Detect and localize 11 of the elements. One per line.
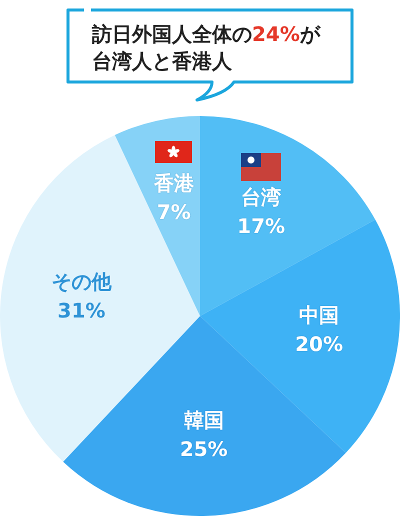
chart-title: 訪日外国人全体の24%が台湾人と香港人 — [92, 22, 320, 73]
slice-label: 韓国 — [184, 408, 224, 432]
data-label: 17% — [237, 214, 286, 238]
slice-label: 台湾 — [241, 184, 282, 209]
data-label: 20% — [295, 332, 343, 356]
data-label: 31% — [58, 298, 106, 322]
slice-label: 中国 — [299, 303, 340, 328]
slice-label: 香港 — [152, 171, 195, 196]
data-label: 25% — [180, 437, 228, 462]
data-label: 7% — [156, 200, 191, 224]
slice-label: その他 — [51, 269, 112, 294]
